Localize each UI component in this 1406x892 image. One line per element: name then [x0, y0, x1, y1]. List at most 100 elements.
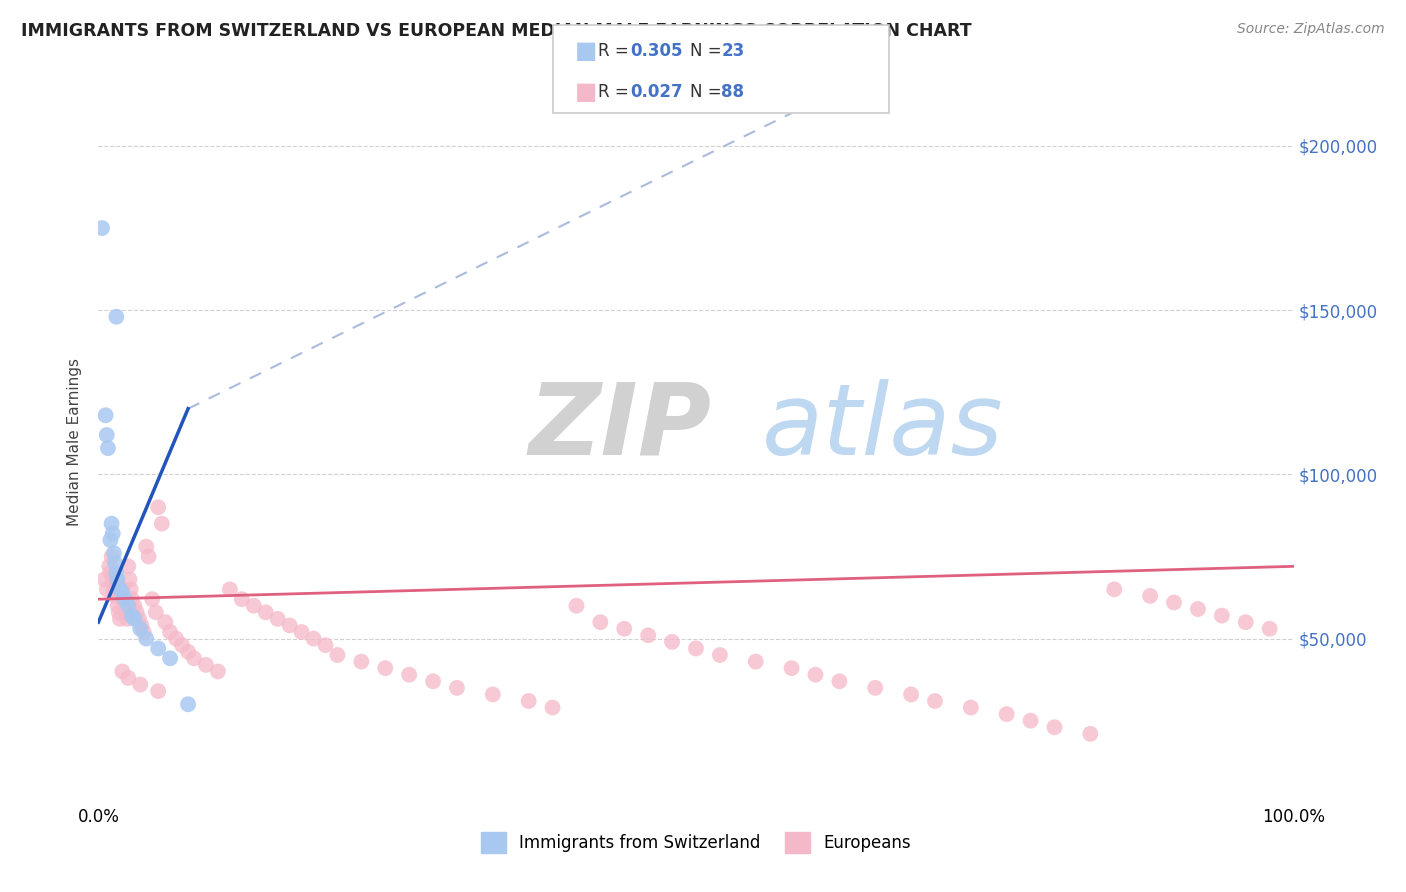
Point	[900, 687, 922, 701]
Point	[91, 221, 114, 235]
Point	[129, 677, 152, 691]
Point	[315, 638, 337, 652]
Text: IMMIGRANTS FROM SWITZERLAND VS EUROPEAN MEDIAN MALE EARNINGS CORRELATION CHART: IMMIGRANTS FROM SWITZERLAND VS EUROPEAN …	[21, 22, 972, 40]
Point	[219, 582, 242, 597]
Point	[374, 661, 396, 675]
Point	[93, 573, 115, 587]
Point	[101, 573, 124, 587]
Text: ■: ■	[575, 39, 598, 62]
Point	[685, 641, 707, 656]
Point	[267, 612, 290, 626]
Point	[103, 546, 125, 560]
Point	[98, 559, 121, 574]
Point	[1258, 622, 1281, 636]
Point	[1139, 589, 1161, 603]
Point	[148, 500, 170, 515]
Point	[117, 559, 139, 574]
Point	[155, 615, 177, 630]
Point	[183, 651, 205, 665]
Point	[105, 573, 128, 587]
Point	[121, 592, 143, 607]
Text: R =: R =	[598, 83, 634, 101]
Point	[960, 700, 983, 714]
Point	[1019, 714, 1042, 728]
Text: ■: ■	[575, 80, 598, 103]
Point	[124, 612, 146, 626]
Point	[148, 641, 170, 656]
Point	[541, 700, 564, 714]
Point	[565, 599, 588, 613]
Point	[159, 651, 181, 665]
Point	[1104, 582, 1126, 597]
Point	[112, 592, 135, 607]
Legend: Immigrants from Switzerland, Europeans: Immigrants from Switzerland, Europeans	[474, 826, 918, 860]
Point	[254, 605, 277, 619]
Point	[111, 665, 134, 679]
Point	[135, 540, 157, 554]
Point	[107, 573, 129, 587]
Point	[104, 589, 127, 603]
Point	[105, 310, 128, 324]
Point	[195, 657, 218, 672]
Point	[278, 618, 301, 632]
Y-axis label: Median Male Earnings: Median Male Earnings	[67, 358, 83, 525]
Point	[145, 605, 167, 619]
Point	[120, 582, 142, 597]
Point	[128, 612, 150, 626]
Point	[103, 582, 125, 597]
Text: N =: N =	[690, 42, 727, 60]
Point	[159, 625, 181, 640]
Point	[326, 648, 349, 662]
Point	[117, 599, 139, 613]
Point	[121, 608, 143, 623]
Point	[446, 681, 468, 695]
Point	[350, 655, 373, 669]
Point	[105, 566, 128, 580]
Point	[98, 533, 122, 547]
Point	[114, 599, 136, 613]
Text: 0.305: 0.305	[630, 42, 682, 60]
Point	[780, 661, 803, 675]
Point	[115, 605, 138, 619]
Point	[804, 667, 827, 681]
Point	[150, 516, 173, 531]
Point	[138, 549, 160, 564]
Point	[108, 582, 131, 597]
Point	[115, 612, 138, 626]
Point	[124, 599, 146, 613]
Point	[131, 618, 153, 632]
Text: N =: N =	[690, 83, 727, 101]
Point	[100, 516, 122, 531]
Text: R =: R =	[598, 42, 634, 60]
Point	[94, 409, 117, 423]
Point	[135, 632, 157, 646]
Point	[125, 605, 148, 619]
Point	[828, 674, 851, 689]
Point	[517, 694, 540, 708]
Point	[104, 556, 127, 570]
Point	[924, 694, 946, 708]
Point	[302, 632, 325, 646]
Point	[165, 632, 187, 646]
Point	[398, 667, 420, 681]
Point	[661, 635, 683, 649]
Point	[613, 622, 636, 636]
Point	[107, 605, 129, 619]
Point	[96, 428, 118, 442]
Text: ZIP: ZIP	[529, 378, 711, 475]
Point	[1043, 720, 1066, 734]
Point	[177, 645, 200, 659]
Point	[1234, 615, 1257, 630]
Text: 88: 88	[721, 83, 744, 101]
Point	[148, 684, 170, 698]
Point	[995, 707, 1018, 722]
Point	[132, 625, 155, 640]
Point	[141, 592, 163, 607]
Point	[100, 549, 122, 564]
Point	[589, 615, 612, 630]
Point	[101, 526, 124, 541]
Point	[172, 638, 194, 652]
Text: Source: ZipAtlas.com: Source: ZipAtlas.com	[1237, 22, 1385, 37]
Point	[118, 573, 141, 587]
Point	[745, 655, 768, 669]
